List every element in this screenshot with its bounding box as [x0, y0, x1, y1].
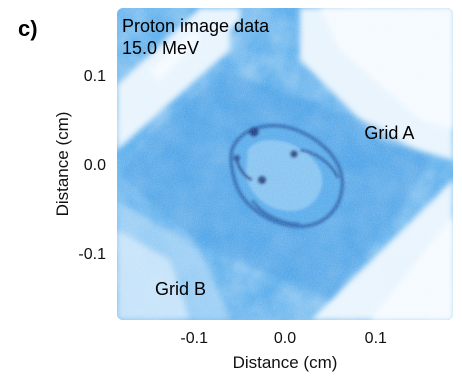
y-tick-label: 0.1 — [84, 68, 106, 85]
x-axis-label: Distance (cm) — [233, 353, 338, 372]
x-tick-label: 0.0 — [274, 330, 296, 347]
annotation-label: Grid A — [364, 123, 414, 143]
x-tick-label: -0.1 — [180, 330, 208, 347]
annotation-label: Grid B — [155, 279, 206, 299]
chart-subtitle: 15.0 MeV — [122, 38, 199, 58]
proton-image — [117, 8, 453, 320]
chart-title: Proton image data — [122, 16, 270, 36]
y-tick-label: 0.0 — [84, 157, 106, 174]
y-tick-label: -0.1 — [78, 246, 106, 263]
x-tick-label: 0.1 — [365, 330, 387, 347]
panel-label: c) — [18, 16, 38, 41]
y-axis-label: Distance (cm) — [53, 112, 72, 217]
